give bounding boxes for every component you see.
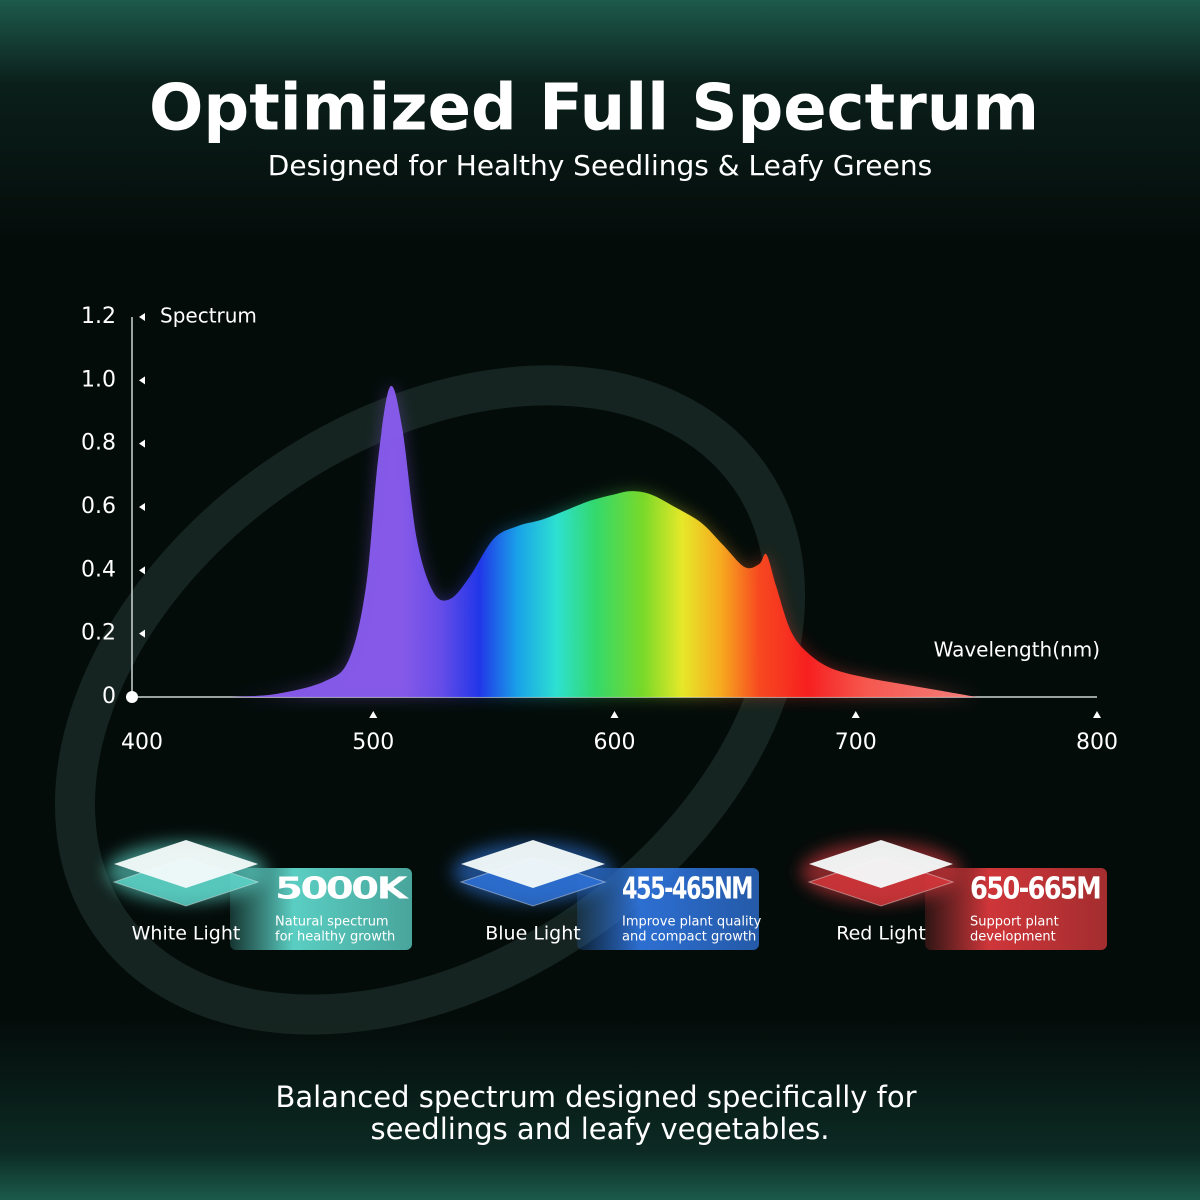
x-tick-mark [851, 711, 860, 718]
x-tick-mark [610, 711, 619, 718]
y-tick-label: 0.4 [81, 557, 116, 582]
card-description: Support plant [970, 915, 1059, 930]
card-label: Red Light [836, 923, 926, 945]
subtitle: Designed for Healthy Seedlings & Leafy G… [268, 149, 932, 182]
card-value: 5000K [275, 872, 410, 907]
icon-layer [461, 840, 605, 888]
icon-layer [114, 840, 258, 888]
x-tick-label: 500 [352, 730, 394, 755]
y-tick-label: 0.8 [81, 431, 116, 456]
x-tick-label: 800 [1076, 730, 1118, 755]
y-tick-label: 0.2 [81, 621, 116, 646]
y-tick-label: 0 [102, 684, 116, 709]
card-badge [230, 868, 412, 950]
x-tick-label: 600 [594, 730, 636, 755]
x-tick-label: 700 [835, 730, 877, 755]
footer-line: seedlings and leafy vegetables. [371, 1112, 830, 1146]
y-tick-mark [139, 503, 145, 511]
y-tick-mark [126, 691, 138, 703]
x-tick-label: 400 [121, 730, 163, 755]
card-description: and compact growth [622, 930, 756, 945]
y-tick-mark [139, 376, 145, 385]
y-tick-label: 1.2 [81, 304, 116, 329]
y-tick-mark [139, 629, 145, 638]
card-label: Blue Light [485, 923, 581, 945]
x-tick-mark [1093, 711, 1101, 718]
x-tick-mark [369, 711, 378, 718]
card-description: development [970, 930, 1056, 945]
y-axis-label: Spectrum [160, 304, 257, 328]
chart: 0 0.2 0.4 0.6 0.8 1.0 1.2 400 500 600 700 800 [81, 304, 1118, 755]
footer-line: Balanced spectrum designed specifically … [275, 1080, 916, 1114]
card-description: Improve plant quality [622, 915, 762, 930]
card-description: Natural spectrum [275, 915, 389, 930]
y-tick-mark [139, 566, 145, 575]
spectrum-area [228, 385, 977, 697]
card-description: for healthy growth [275, 930, 395, 945]
y-tick-mark [139, 313, 145, 321]
title: Optimized Full Spectrum [149, 72, 1039, 146]
card-value: 650-665M [970, 872, 1100, 907]
card-badge [925, 868, 1107, 950]
x-axis-label: Wavelength(nm) [934, 638, 1100, 662]
card-badge [577, 868, 759, 950]
icon-layer [809, 840, 953, 888]
card-label: White Light [132, 923, 241, 945]
card-value: 455-465NM [622, 872, 752, 907]
y-tick-label: 0.6 [81, 494, 116, 519]
y-tick-mark [139, 439, 145, 448]
y-tick-label: 1.0 [81, 367, 116, 392]
